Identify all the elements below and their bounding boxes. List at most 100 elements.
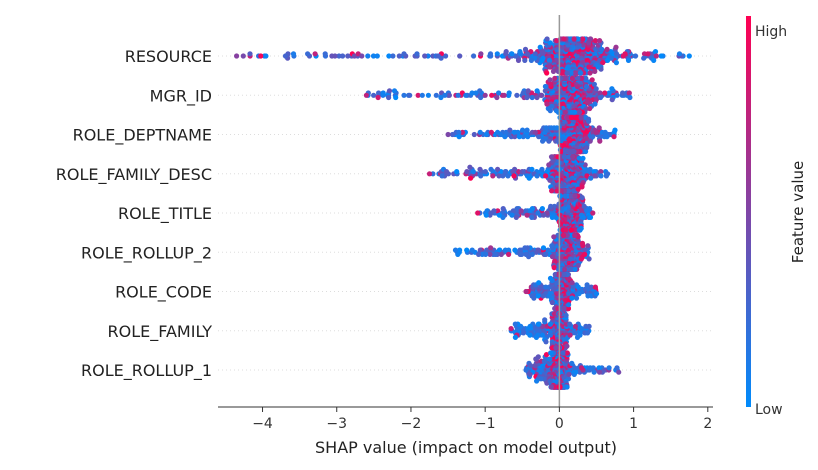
shap-point <box>546 64 553 70</box>
shap-point <box>438 94 444 101</box>
shap-point <box>590 210 596 216</box>
shap-point <box>415 92 421 98</box>
shap-point <box>613 51 620 57</box>
shap-point <box>551 234 557 240</box>
shap-point <box>586 64 592 70</box>
shap-point <box>620 90 626 96</box>
shap-point <box>500 206 506 212</box>
shap-point <box>606 90 612 96</box>
shap-point <box>605 171 611 177</box>
shap-point <box>542 83 549 90</box>
shap-point <box>469 247 475 253</box>
shap-point <box>582 251 588 257</box>
shap-point <box>596 125 602 131</box>
shap-point <box>593 291 600 297</box>
shap-point <box>463 92 469 98</box>
shap-point <box>564 70 570 76</box>
shap-point <box>626 90 632 96</box>
shap-point <box>546 162 552 168</box>
shap-point <box>569 295 575 301</box>
shap-point <box>569 360 575 366</box>
shap-point <box>568 114 575 121</box>
shap-point <box>547 356 553 362</box>
shap-point <box>583 83 590 90</box>
shap-point <box>581 203 587 209</box>
shap-point <box>625 57 632 64</box>
shap-point <box>602 90 608 96</box>
shap-point <box>548 384 555 390</box>
shap-point <box>502 134 508 140</box>
shap-point <box>524 127 530 133</box>
shap-point <box>376 90 382 96</box>
shap-point <box>599 46 605 53</box>
shap-point <box>547 177 553 183</box>
shap-point <box>561 305 567 312</box>
shap-point <box>567 321 573 327</box>
shap-point <box>363 92 369 98</box>
shap-point <box>586 323 592 329</box>
shap-point <box>508 326 514 332</box>
shap-point <box>570 188 577 194</box>
shap-point <box>359 53 365 59</box>
shap-point <box>564 343 570 349</box>
shap-point <box>496 212 502 218</box>
shap-point <box>520 330 527 336</box>
shap-point <box>477 88 483 94</box>
shap-point <box>567 266 573 272</box>
shap-point <box>507 127 513 133</box>
points-layer <box>234 36 692 390</box>
shap-point <box>586 40 592 46</box>
shap-point <box>548 203 554 209</box>
shap-point <box>533 334 540 340</box>
shap-point <box>511 173 517 179</box>
x-axis-label: SHAP value (impact on model output) <box>315 438 617 457</box>
shap-point <box>577 70 584 76</box>
shap-point <box>512 134 518 140</box>
shap-point <box>584 282 590 288</box>
shap-point <box>454 169 460 175</box>
shap-point <box>494 94 500 101</box>
shap-point <box>613 44 619 50</box>
shap-point <box>597 38 603 44</box>
shap-point <box>523 288 529 295</box>
shap-point <box>512 247 518 253</box>
shap-point <box>575 186 581 192</box>
shap-point <box>676 51 683 57</box>
shap-point <box>475 210 481 216</box>
shap-point <box>584 145 590 151</box>
shap-point <box>340 53 346 59</box>
shap-point <box>520 90 526 96</box>
shap-point <box>445 131 451 138</box>
shap-point <box>506 90 512 96</box>
shap-point <box>611 134 617 140</box>
shap-point <box>572 365 578 371</box>
shap-point <box>566 302 572 308</box>
shap-point <box>525 88 531 94</box>
shap-point <box>535 210 541 216</box>
shap-point <box>375 94 381 101</box>
shap-point <box>443 169 450 175</box>
shap-point <box>597 94 604 101</box>
shap-point <box>575 75 581 81</box>
shap-point <box>598 173 604 179</box>
shap-point <box>614 92 620 98</box>
shap-point <box>414 51 420 57</box>
shap-point <box>312 51 318 57</box>
shap-point <box>476 251 482 257</box>
shap-point <box>534 88 540 94</box>
shap-point <box>336 53 342 59</box>
colorbar-low-label: Low <box>755 402 783 418</box>
shap-point <box>534 94 540 101</box>
shap-point <box>580 36 586 42</box>
shap-point <box>604 46 610 53</box>
shap-point <box>561 75 568 81</box>
shap-point <box>519 251 525 257</box>
shap-point <box>290 51 297 57</box>
shap-point <box>549 299 555 306</box>
shap-point <box>584 330 591 336</box>
shap-point <box>549 254 556 260</box>
shap-point <box>552 75 558 81</box>
shap-point <box>464 169 470 175</box>
x-tick-label: 0 <box>555 416 564 432</box>
shap-point <box>587 214 594 220</box>
